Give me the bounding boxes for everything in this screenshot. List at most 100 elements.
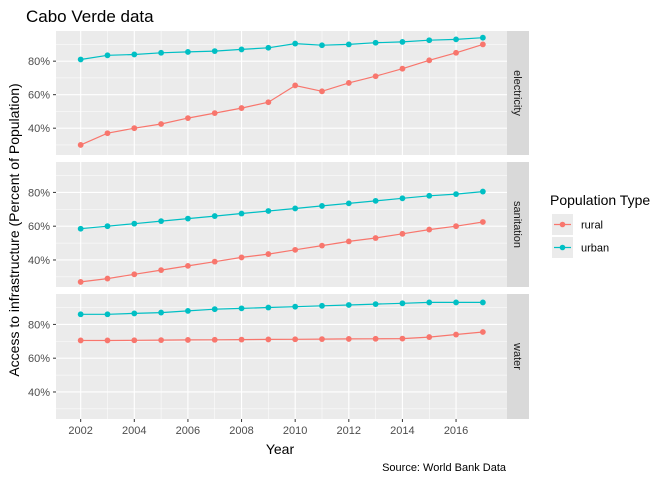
data-point-rural — [211, 110, 218, 117]
data-point-urban — [319, 42, 325, 49]
data-point-rural — [345, 238, 352, 245]
data-point-rural — [319, 242, 325, 249]
data-point-urban — [319, 302, 325, 309]
series-line-urban — [80, 37, 483, 61]
data-point-urban — [319, 203, 325, 209]
data-point-rural — [185, 337, 191, 343]
data-point-urban — [104, 311, 111, 318]
data-point-rural — [158, 337, 165, 344]
facet-panel-sanitation: 40% 60% 80% sanitation — [28, 162, 529, 287]
x-tick-label: 2002 — [68, 425, 92, 437]
data-point-rural — [319, 88, 325, 95]
legend-item-urban: urban — [552, 237, 609, 258]
facet-strip-water — [507, 294, 529, 419]
data-point-urban — [399, 38, 406, 45]
data-point-urban — [211, 213, 218, 219]
data-point-urban — [479, 34, 486, 41]
data-point-rural — [426, 226, 433, 233]
data-point-urban — [453, 191, 459, 197]
facet-strip-label: sanitation — [511, 201, 523, 248]
legend-label-urban: urban — [581, 243, 609, 255]
series-line-rural — [80, 221, 483, 283]
data-point-urban — [292, 303, 299, 310]
data-point-urban — [158, 49, 165, 56]
data-point-rural — [345, 336, 352, 342]
x-tick-label: 2010 — [283, 425, 307, 437]
data-point-rural — [319, 336, 325, 343]
data-point-rural — [104, 275, 111, 282]
y-tick-label: 80% — [28, 319, 50, 331]
data-point-urban — [345, 200, 352, 207]
x-tick-label: 2004 — [122, 425, 146, 437]
y-tick-label: 40% — [28, 387, 50, 399]
data-point-rural — [211, 258, 218, 265]
legend-key-point-rural — [559, 221, 566, 228]
data-point-rural — [399, 335, 406, 342]
data-point-rural — [345, 80, 352, 86]
data-point-rural — [265, 251, 272, 257]
data-point-rural — [292, 336, 299, 343]
data-point-rural — [238, 254, 245, 261]
y-tick-label: 80% — [28, 187, 50, 199]
x-tick-label: 2016 — [444, 425, 468, 437]
legend-key-point-urban — [559, 244, 566, 251]
data-point-urban — [131, 220, 138, 227]
data-point-rural — [399, 230, 406, 237]
y-tick-label: 40% — [28, 123, 50, 135]
data-point-rural — [77, 279, 84, 285]
data-point-urban — [131, 310, 138, 317]
data-point-urban — [265, 208, 272, 214]
data-point-urban — [185, 215, 191, 222]
data-point-urban — [453, 36, 459, 43]
data-point-urban — [77, 56, 84, 63]
data-point-urban — [158, 309, 165, 316]
data-point-urban — [426, 192, 433, 199]
facet-strip-sanitation — [507, 162, 529, 287]
panel-background — [56, 294, 507, 419]
data-point-urban — [345, 302, 352, 308]
data-point-rural — [158, 267, 165, 274]
data-point-rural — [479, 41, 486, 48]
x-tick-label: 2008 — [229, 425, 253, 437]
data-point-rural — [77, 337, 84, 344]
x-tick-label: 2014 — [390, 425, 414, 437]
facet-strip-label: electricity — [511, 70, 523, 116]
data-point-urban — [372, 301, 379, 308]
data-point-urban — [104, 52, 111, 59]
data-point-urban — [238, 210, 245, 217]
x-axis-title: Year — [266, 441, 295, 457]
data-point-rural — [265, 336, 272, 343]
data-point-urban — [426, 37, 433, 44]
data-point-urban — [292, 205, 299, 212]
data-point-urban — [479, 188, 486, 195]
data-point-rural — [185, 115, 191, 122]
data-point-urban — [372, 39, 379, 46]
data-point-urban — [292, 40, 299, 47]
data-point-rural — [292, 246, 299, 253]
series-line-rural — [80, 331, 483, 342]
series-line-urban — [80, 301, 483, 315]
legend-item-rural: rural — [552, 214, 603, 235]
chart-caption: Source: World Bank Data — [382, 462, 507, 474]
data-point-urban — [211, 306, 218, 313]
data-point-rural — [372, 335, 379, 342]
data-point-urban — [453, 299, 459, 306]
data-point-urban — [399, 195, 406, 202]
data-point-rural — [131, 337, 138, 344]
data-point-rural — [479, 219, 486, 225]
legend: Population Type rural urban — [550, 192, 650, 258]
data-point-rural — [211, 336, 218, 343]
legend-label-rural: rural — [581, 220, 603, 232]
facet-strip-electricity — [507, 31, 529, 155]
data-point-rural — [238, 336, 245, 343]
data-point-urban — [104, 223, 111, 230]
panel-background — [56, 31, 507, 155]
y-tick-label: 80% — [28, 56, 50, 68]
data-point-rural — [426, 334, 433, 340]
y-tick-label: 40% — [28, 255, 50, 267]
data-point-urban — [158, 218, 165, 225]
facet-panel-electricity: 40% 60% 80% electricity — [28, 31, 529, 155]
data-point-rural — [399, 65, 406, 72]
data-point-rural — [185, 262, 191, 269]
y-axis-title: Access to infrastructure (Percent of Pop… — [6, 83, 22, 376]
